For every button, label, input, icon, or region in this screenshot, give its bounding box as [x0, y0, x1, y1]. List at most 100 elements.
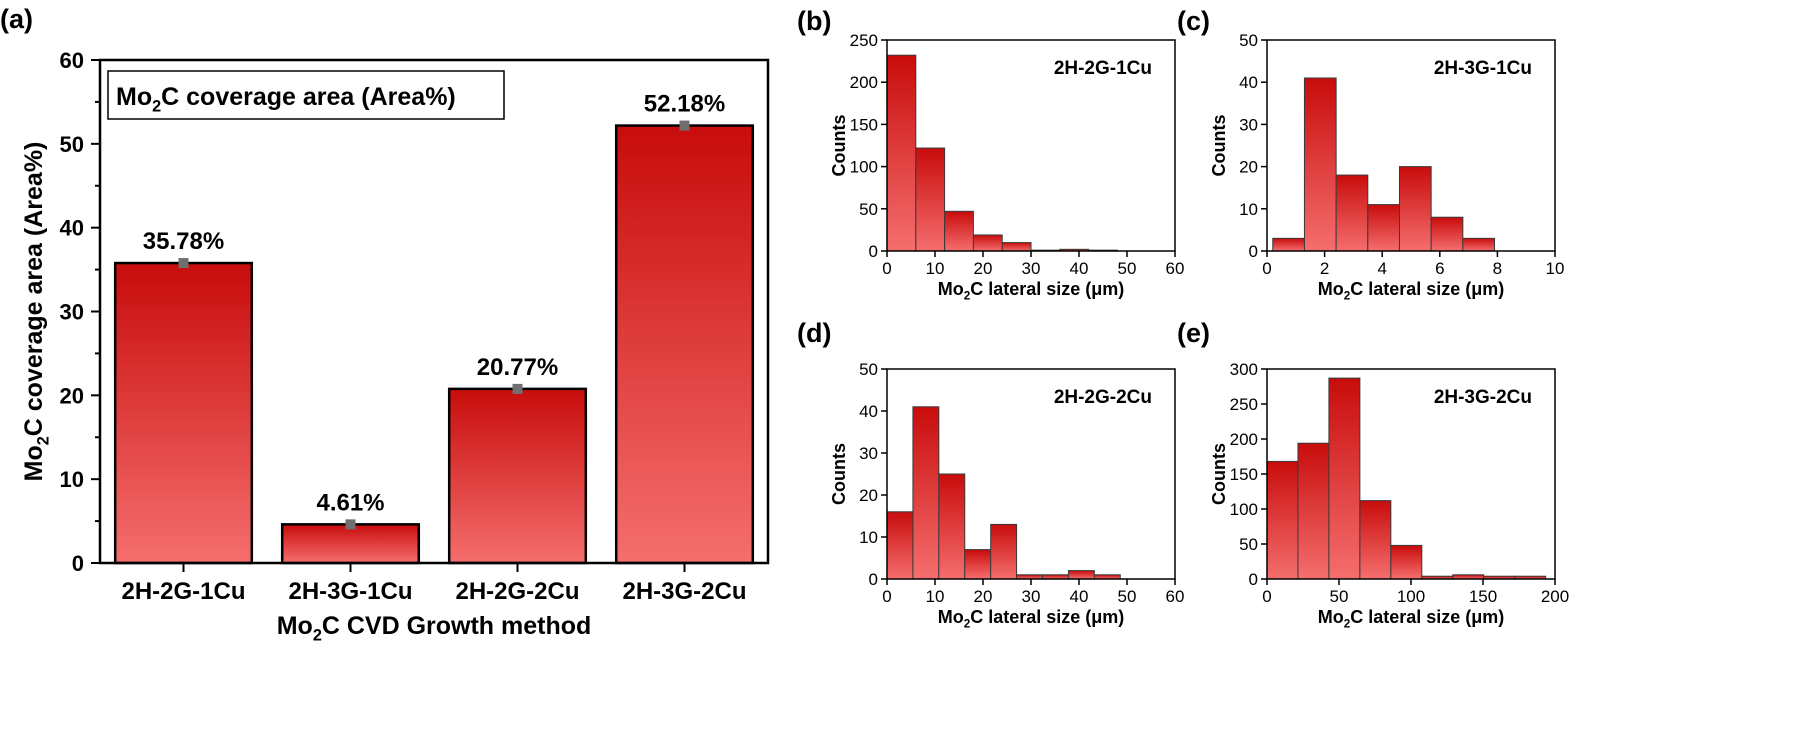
x-tick-label: 8 [1493, 259, 1502, 278]
x-tick-label: 40 [1070, 587, 1089, 606]
x-tick-label: 50 [1118, 259, 1137, 278]
y-tick-label: 150 [1230, 465, 1258, 484]
y-tick-label: 200 [850, 73, 878, 92]
x-tick-label: 20 [974, 587, 993, 606]
y-tick-label: 60 [60, 48, 84, 73]
histogram-bar [1303, 77, 1337, 252]
title-box [107, 70, 505, 120]
y-tick-label: 0 [72, 551, 84, 576]
x-tick-label: 0 [882, 259, 891, 278]
histogram-bar [886, 511, 914, 580]
x-tick-label: 4 [1377, 259, 1386, 278]
y-axis-label: Mo2C coverage area (Area%) [20, 142, 52, 482]
y-tick-label: 300 [1230, 360, 1258, 379]
chart-title: Mo2C coverage area (Area%) [116, 83, 456, 115]
y-tick-label: 50 [60, 132, 84, 157]
value-label: 52.18% [644, 91, 725, 118]
x-axis-label: Mo2C lateral size (μm) [1318, 279, 1505, 303]
histogram-bar [944, 210, 974, 252]
x-tick-label: 2 [1320, 259, 1329, 278]
y-axis-label: Counts [1209, 443, 1229, 505]
error-marker [178, 258, 189, 269]
y-tick-label: 50 [1239, 535, 1258, 554]
panel-label: (b) [797, 6, 831, 36]
x-axis-label: Mo2C lateral size (μm) [938, 607, 1125, 631]
histogram-bar [1367, 204, 1400, 252]
y-tick-label: 40 [859, 402, 878, 421]
y-tick-label: 250 [1230, 395, 1258, 414]
y-tick-label: 10 [859, 528, 878, 547]
y-axis-label: Counts [829, 115, 849, 177]
value-label: 4.61% [316, 489, 384, 516]
histogram-bar [1390, 544, 1423, 580]
y-axis-label: Counts [1209, 115, 1229, 177]
y-tick-label: 50 [1239, 31, 1258, 50]
y-tick-label: 50 [859, 360, 878, 379]
histogram-bar [1067, 570, 1095, 580]
x-tick-label: 50 [1118, 587, 1137, 606]
panel-a-label: (a) [0, 4, 33, 34]
panel-a: (a) 35.78% 2H-2G-1Cu 4.61% 2H-3G-1Cu 20.77% 2H… [0, 4, 770, 644]
y-tick-label: 0 [869, 570, 878, 589]
x-tick-label: 2H-2G-2Cu [455, 578, 579, 605]
y-tick-label: 200 [1230, 430, 1258, 449]
x-tick-label: 200 [1541, 587, 1569, 606]
histogram-bar [1328, 377, 1361, 580]
y-tick-label: 40 [1239, 73, 1258, 92]
y-tick-label: 50 [859, 200, 878, 219]
histogram-bar [1398, 166, 1432, 252]
y-tick-label: 0 [869, 242, 878, 261]
histogram-bar [1001, 242, 1032, 252]
panel-title: 2H-3G-1Cu [1434, 58, 1532, 79]
error-marker [345, 519, 356, 530]
y-tick-label: 40 [60, 216, 84, 241]
histogram-bar [1297, 442, 1330, 580]
panel-title: 2H-2G-1Cu [1054, 58, 1152, 79]
x-tick-label: 50 [1330, 587, 1349, 606]
histogram-bar [1462, 237, 1496, 252]
error-marker [512, 383, 523, 394]
y-axis-label: Counts [829, 443, 849, 505]
histogram-bar [972, 234, 1003, 252]
y-tick-label: 20 [859, 486, 878, 505]
bar [280, 523, 421, 565]
x-tick-label: 10 [926, 259, 945, 278]
y-tick-label: 10 [60, 467, 84, 492]
x-axis-label: Mo2C lateral size (μm) [938, 279, 1125, 303]
panel-b: (b) 0 50 100 150 200 250 0 10 20 30 40 50 60 2H-2G-1Cu… [797, 6, 1184, 303]
histogram-bar [1359, 500, 1392, 580]
plot-frame [1266, 39, 1556, 252]
histogram-bar [990, 523, 1018, 580]
panel-title: 2H-3G-2Cu [1434, 387, 1532, 408]
x-tick-label: 150 [1469, 587, 1497, 606]
y-tick-label: 20 [1239, 158, 1258, 177]
x-tick-label: 30 [1022, 259, 1041, 278]
x-tick-label: 0 [882, 587, 891, 606]
panel-c: (c) 0 10 20 30 40 50 0 2 4 6 8 10 2H-3G-1Cu Mo2C later… [1177, 6, 1564, 303]
histogram-bar [886, 54, 917, 252]
x-tick-label: 100 [1397, 587, 1425, 606]
x-tick-label: 2H-3G-1Cu [288, 578, 412, 605]
histogram-bar [1430, 216, 1464, 252]
x-axis-label: Mo2C CVD Growth method [277, 612, 592, 644]
y-tick-label: 30 [859, 444, 878, 463]
panel-label: (d) [797, 318, 831, 348]
x-tick-label: 0 [1262, 259, 1271, 278]
y-tick-label: 30 [60, 300, 84, 325]
histogram-bar [938, 473, 966, 580]
x-tick-label: 6 [1435, 259, 1444, 278]
histogram-bar [1266, 460, 1299, 580]
panel-e: (e) 0 50 100 150 200 250 300 0 50 100 150 200 2H-3G-2… [1177, 318, 1569, 631]
x-tick-label: 10 [1546, 259, 1565, 278]
x-tick-label: 40 [1070, 259, 1089, 278]
x-tick-label: 2H-3G-2Cu [622, 578, 746, 605]
y-tick-label: 0 [1249, 242, 1258, 261]
histogram-bar [1272, 237, 1305, 252]
histogram-bar [1335, 174, 1369, 252]
histogram-bar [964, 549, 992, 580]
value-label: 20.77% [477, 354, 558, 381]
histogram-bar [912, 406, 940, 580]
x-tick-label: 20 [974, 259, 993, 278]
y-tick-label: 0 [1249, 570, 1258, 589]
